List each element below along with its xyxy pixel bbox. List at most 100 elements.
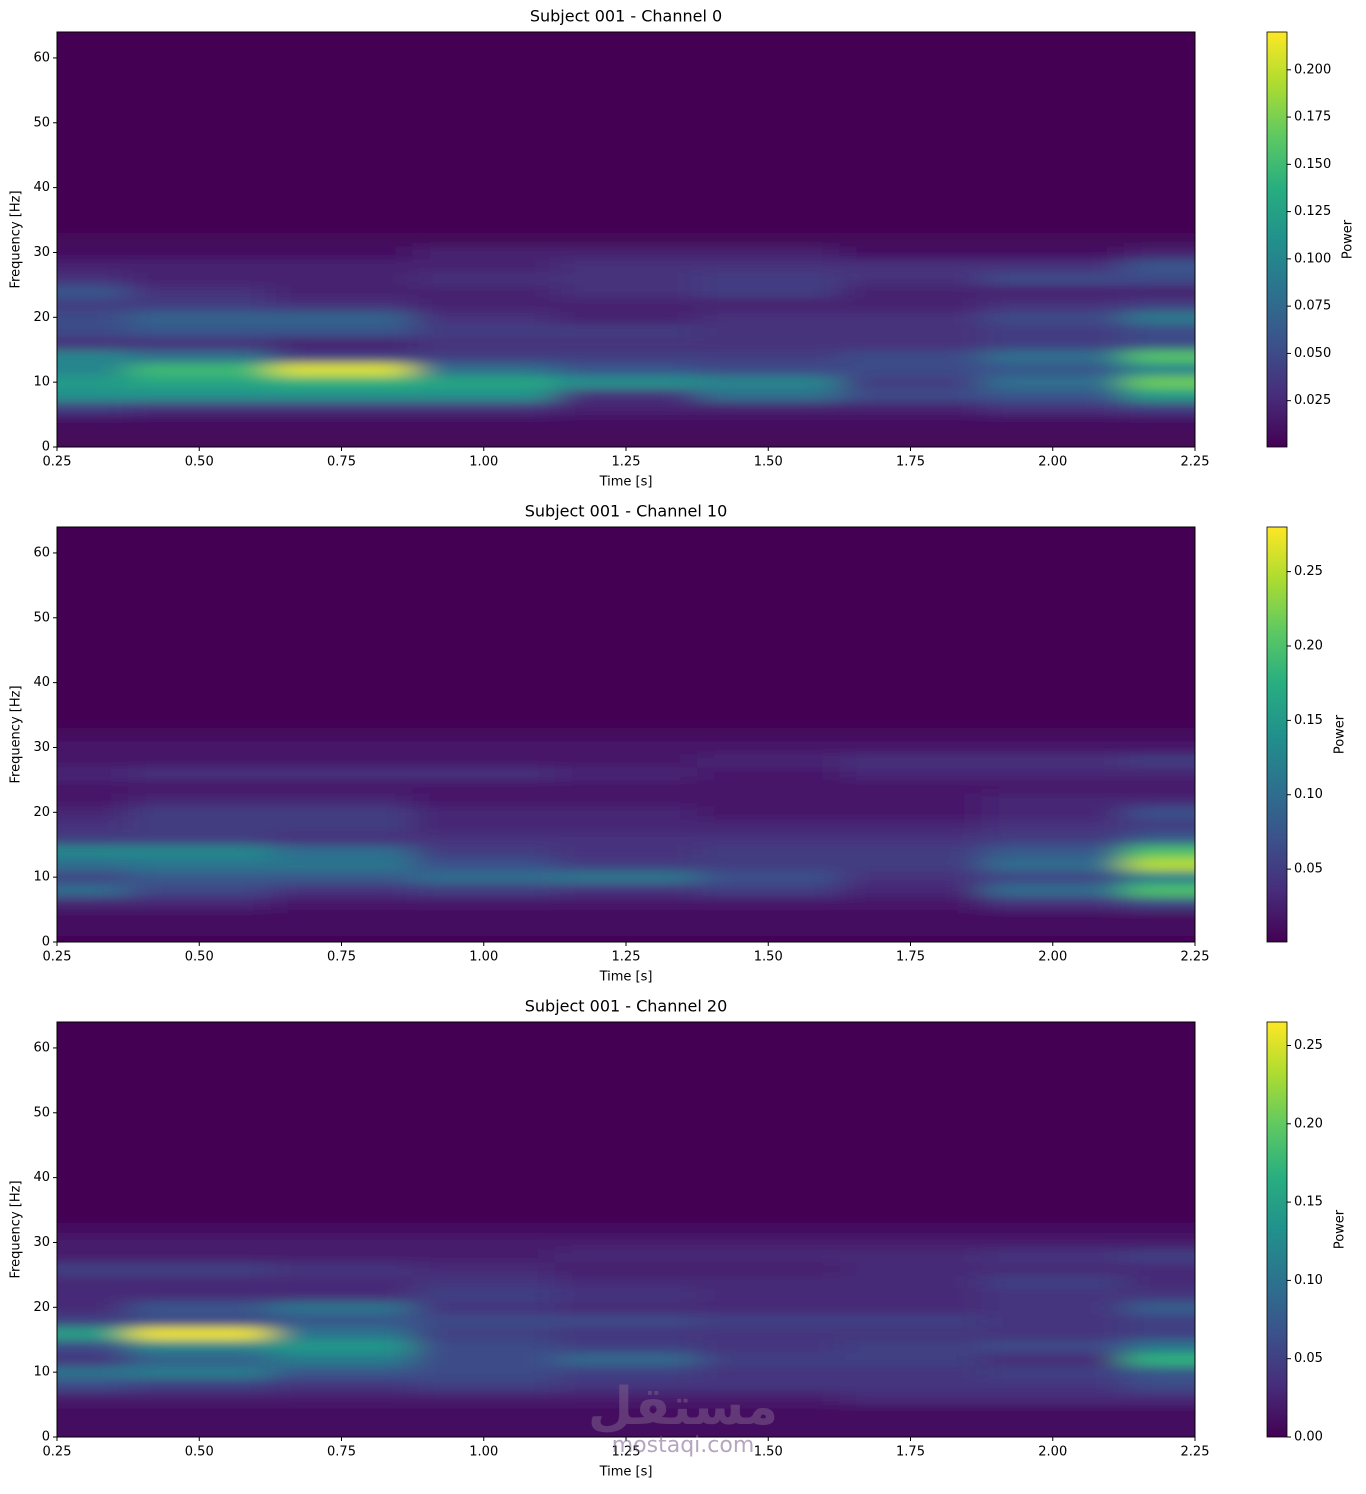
heat-cell <box>1123 310 1195 325</box>
heat-cell <box>1123 1404 1195 1419</box>
heat-cell <box>270 1365 414 1380</box>
y-tick-label: 30 <box>33 740 50 755</box>
heat-cell <box>1123 818 1195 833</box>
heat-cell <box>981 1235 1125 1250</box>
heat-cell <box>128 375 271 390</box>
heat-cell <box>57 909 129 924</box>
heat-cell <box>554 233 698 247</box>
x-tick-label: 1.25 <box>612 455 641 470</box>
heat-cell <box>412 1339 556 1354</box>
heat-cell <box>839 728 983 742</box>
heat-cell <box>839 1235 983 1250</box>
heat-cell <box>697 935 840 942</box>
colorbar-tick-label: 0.050 <box>1294 346 1331 361</box>
heat-cell <box>412 896 556 911</box>
heat-cell <box>697 258 840 273</box>
heat-cell <box>697 1404 840 1419</box>
heat-cell <box>839 233 983 247</box>
colorbar <box>1266 526 1288 943</box>
y-axis-label: Frequency [Hz] <box>9 190 24 288</box>
heat-cell <box>128 870 271 885</box>
heat-cell <box>554 427 698 442</box>
heat-cell <box>270 896 414 911</box>
x-tick-label: 0.25 <box>43 455 72 470</box>
heat-cell <box>270 1223 414 1237</box>
heat-cell <box>839 818 983 833</box>
colorbar <box>1266 31 1288 448</box>
heat-cell <box>128 818 271 833</box>
heat-cell <box>839 753 983 768</box>
heat-cell <box>270 1430 414 1437</box>
heat-cell <box>1123 1261 1195 1276</box>
heat-cell <box>57 414 129 429</box>
heat-cell <box>412 336 556 351</box>
heat-cell <box>270 1261 414 1276</box>
heat-cell <box>270 1391 414 1406</box>
heat-cell <box>412 779 556 794</box>
heat-cell <box>270 349 414 364</box>
heat-cell <box>412 1326 556 1341</box>
heat-cell <box>554 935 698 942</box>
x-tick-label: 0.75 <box>327 950 356 965</box>
heat-cell <box>1123 728 1195 742</box>
heat-cell <box>839 297 983 312</box>
heat-cell <box>128 740 271 755</box>
heat-cell <box>128 336 271 351</box>
heat-cell <box>697 1287 840 1302</box>
heat-cell <box>839 896 983 911</box>
x-tick-label: 0.25 <box>43 950 72 965</box>
y-tick-label: 0 <box>42 440 50 455</box>
heatmap-cells <box>57 233 1195 447</box>
x-tick-label: 0.75 <box>327 1445 356 1460</box>
heat-cell <box>270 427 414 442</box>
heat-cell <box>270 805 414 820</box>
heat-cell <box>554 792 698 807</box>
y-tick-label: 30 <box>33 245 50 260</box>
heat-cell <box>412 284 556 299</box>
heat-cell <box>839 388 983 403</box>
heatmap <box>57 233 1195 447</box>
x-tick-label: 1.00 <box>469 455 498 470</box>
heat-cell <box>1123 414 1195 429</box>
heat-cell <box>839 805 983 820</box>
heat-cell <box>57 857 129 872</box>
heat-cell <box>128 427 271 442</box>
y-tick-label: 50 <box>33 610 50 625</box>
heat-cell <box>981 922 1125 937</box>
heat-cell <box>57 1223 129 1237</box>
heat-cell <box>839 909 983 924</box>
heat-cell <box>57 245 129 260</box>
heat-cell <box>412 388 556 403</box>
heat-cell <box>128 1313 271 1328</box>
heat-cell <box>1123 870 1195 885</box>
heat-cell <box>270 935 414 942</box>
heat-cell <box>839 1223 983 1237</box>
heat-cell <box>57 1365 129 1380</box>
x-tick-label: 2.25 <box>1181 455 1210 470</box>
heat-cell <box>270 831 414 846</box>
heat-cell <box>554 297 698 312</box>
heat-cell <box>128 323 271 338</box>
heat-cell <box>981 440 1125 447</box>
x-tick-label: 1.50 <box>754 1445 783 1460</box>
heat-cell <box>554 818 698 833</box>
heat-cell <box>128 1352 271 1367</box>
heat-cell <box>981 896 1125 911</box>
heat-cell <box>57 831 129 846</box>
heat-cell <box>839 766 983 781</box>
heat-cell <box>270 258 414 273</box>
heat-cell <box>981 1391 1125 1406</box>
heat-cell <box>839 323 983 338</box>
heat-cell <box>57 1313 129 1328</box>
heat-cell <box>128 831 271 846</box>
heat-cell <box>128 883 271 898</box>
heat-cell <box>554 909 698 924</box>
heat-cell <box>697 414 840 429</box>
heat-cell <box>554 805 698 820</box>
colorbar-tick-label: 0.00 <box>1294 1430 1323 1445</box>
heat-cell <box>697 844 840 859</box>
colorbar-label: Power <box>1333 714 1348 754</box>
heat-cell <box>57 740 129 755</box>
heat-cell <box>1123 909 1195 924</box>
heat-cell <box>57 766 129 781</box>
